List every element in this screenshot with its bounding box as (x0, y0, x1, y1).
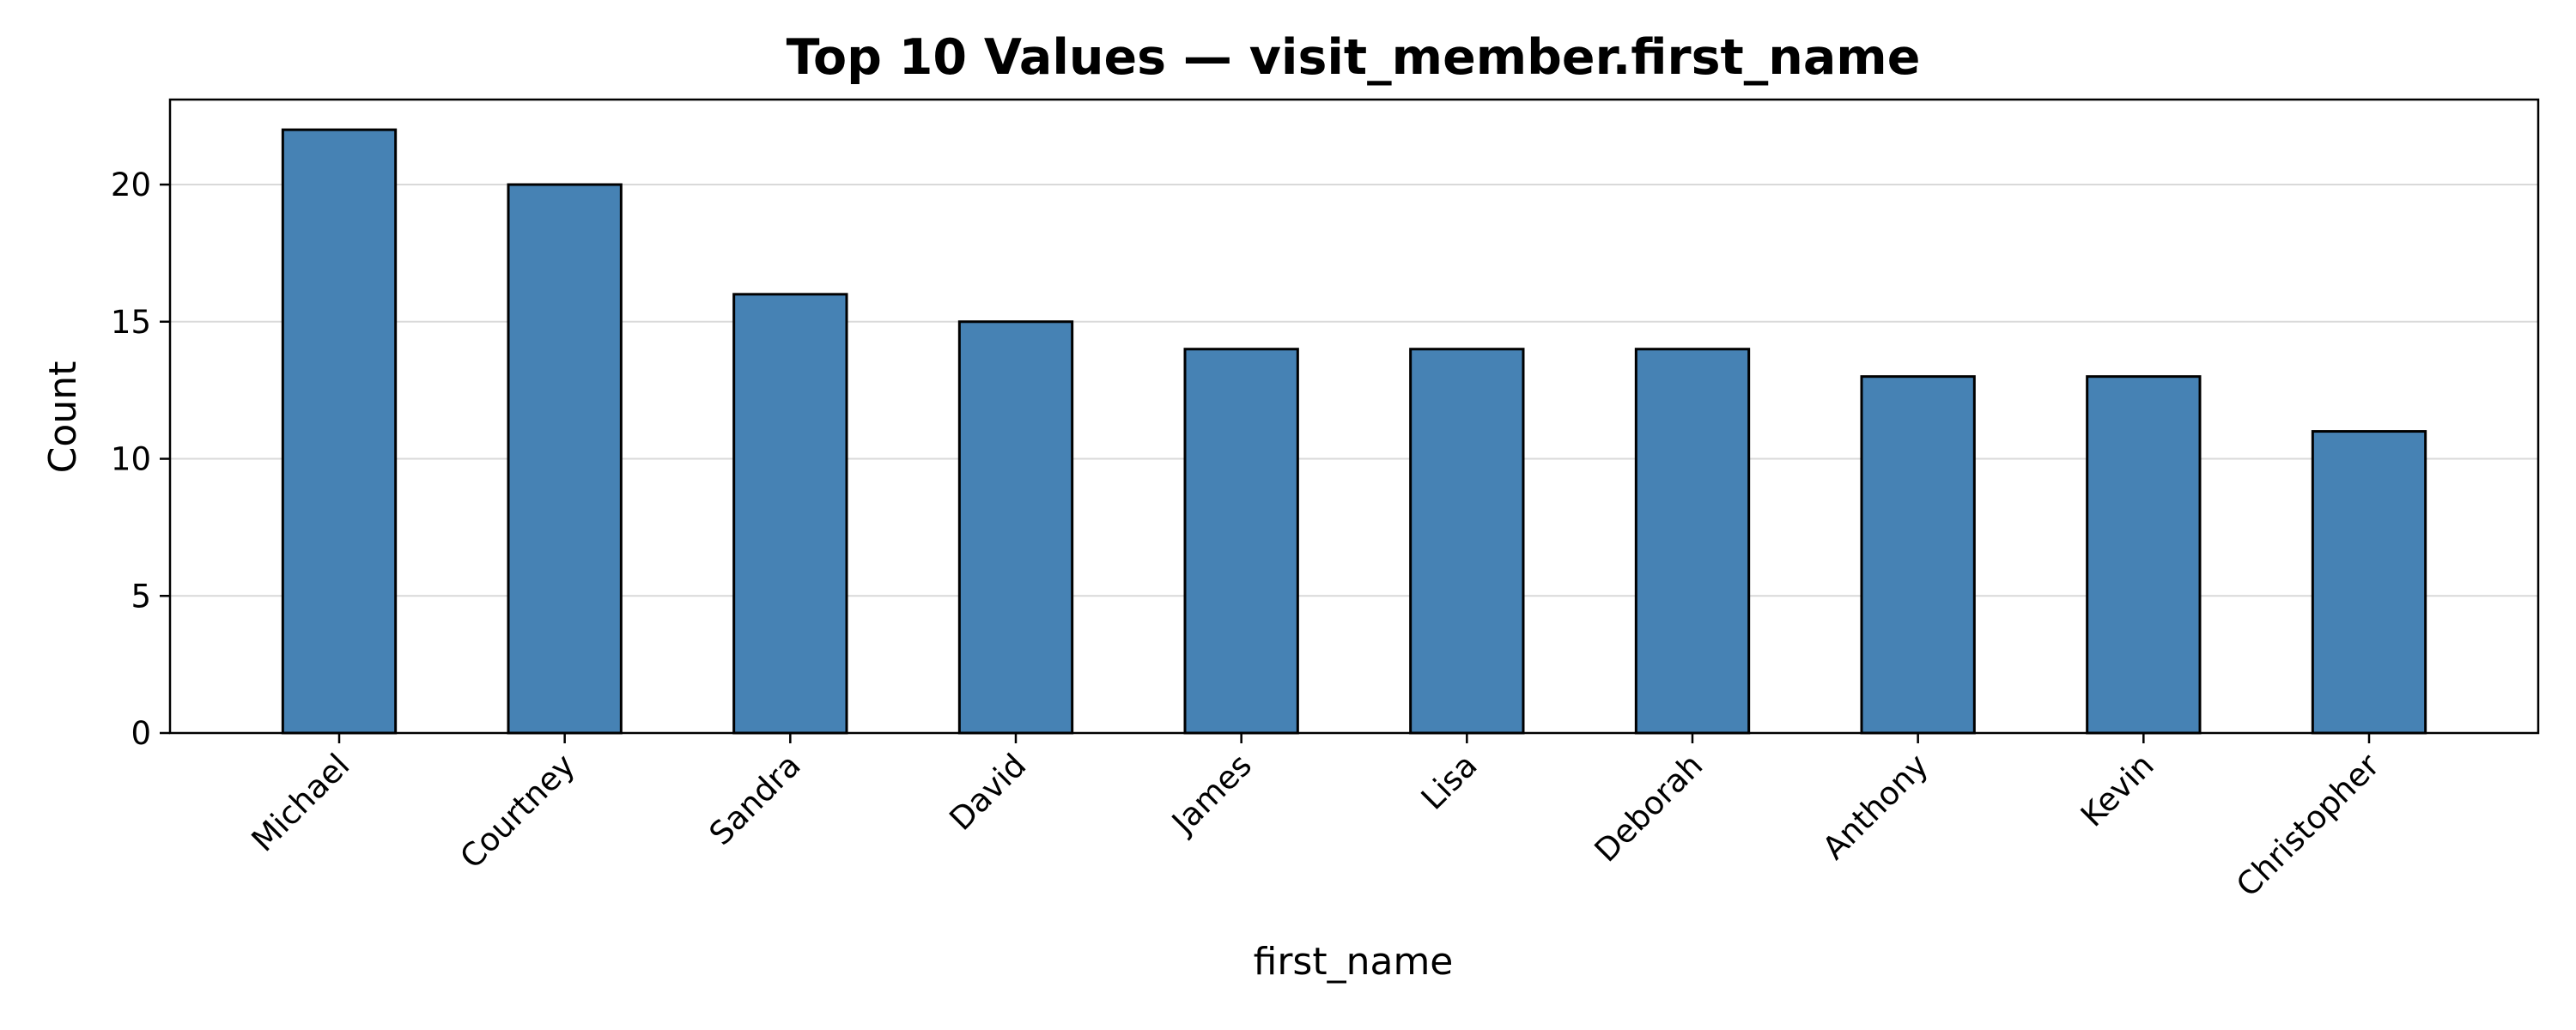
y-tick-label: 5 (131, 578, 151, 615)
x-tick-label: Anthony (1815, 747, 1935, 867)
x-tick-label: Michael (245, 747, 357, 859)
bar-james (1183, 348, 1299, 735)
bar-kevin (2086, 375, 2202, 735)
bar-anthony (1860, 375, 1976, 735)
x-tick-label: Lisa (1414, 747, 1485, 817)
y-tick-label: 0 (131, 715, 151, 752)
bar-david (957, 320, 1074, 735)
x-axis-label: first_name (1254, 940, 1454, 984)
x-tick-label: David (942, 747, 1033, 838)
x-tick-label: Deborah (1588, 747, 1710, 869)
bar-courtney (507, 183, 623, 735)
x-axis-ticks: Michael Courtney Sandra David James Lisa Debor… (245, 733, 2387, 904)
y-axis-label: Count (41, 361, 85, 474)
bar-deborah (1634, 348, 1751, 735)
bar-michael (281, 128, 398, 735)
y-tick-label: 15 (111, 304, 151, 341)
bars (281, 128, 2427, 735)
y-tick-label: 10 (111, 441, 151, 478)
x-tick-label: James (1163, 747, 1259, 842)
plot-frame (168, 98, 2540, 735)
chart-title: Top 10 Values — visit_member.first_name (787, 29, 1921, 86)
x-tick-label: Christopher (2229, 746, 2387, 904)
bar-lisa (1409, 348, 1525, 735)
bar-sandra (732, 293, 848, 735)
x-tick-label: Courtney (453, 747, 582, 876)
x-tick-label: Kevin (2074, 747, 2161, 834)
y-axis-ticks: 0 5 10 15 20 (111, 167, 170, 752)
bar-christopher (2311, 430, 2427, 735)
y-tick-label: 20 (111, 167, 151, 203)
x-tick-label: Sandra (702, 747, 808, 852)
